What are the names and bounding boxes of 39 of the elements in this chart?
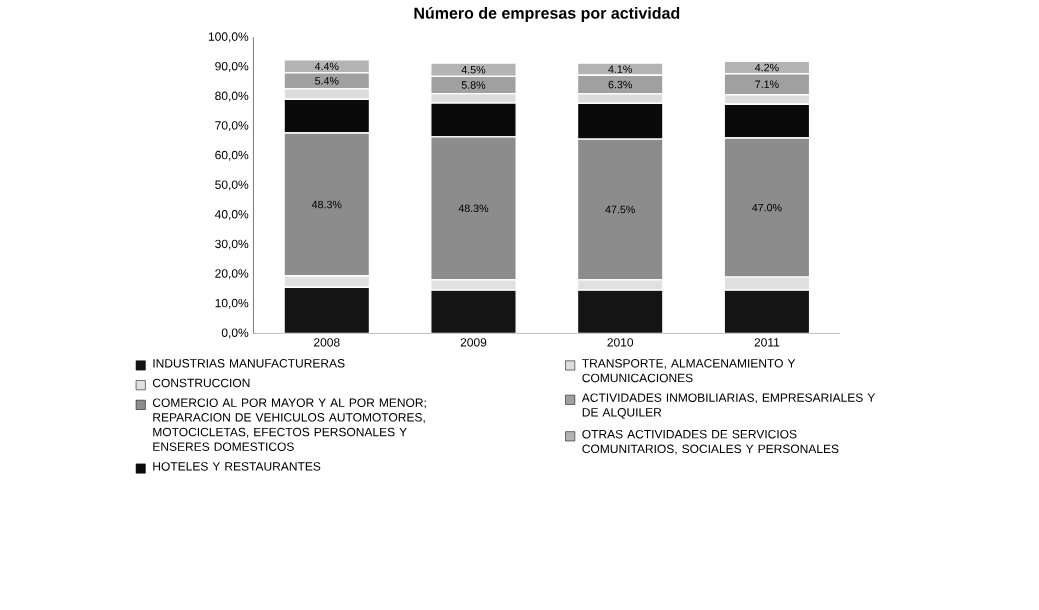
legend-label: OTRAS ACTIVIDADES DE SERVICIOS COMUNITARIOS, SOCIALES Y PERSONALES: [582, 430, 839, 455]
legend-label: TRANSPORTE, ALMACENAMIENTO Y COMUNICACIONES: [582, 359, 796, 383]
data-label: 48.3%: [311, 200, 342, 209]
x-tick-label: 2010: [607, 338, 634, 347]
x-tick-label: 2009: [460, 338, 487, 347]
data-label: 5.8%: [461, 81, 486, 90]
x-tick-label: 2011: [754, 338, 780, 347]
legend-label: INDUSTRIAS MANUFACTURERAS: [153, 359, 345, 368]
y-tick-label: 100,0%: [208, 32, 249, 43]
legend-label: ACTIVIDADES INMOBILIARIAS, EMPRESARIALES Y DE ALQUILER: [581, 393, 876, 419]
data-label: 7.1%: [755, 80, 779, 89]
data-label: 4.5%: [461, 66, 486, 74]
data-label: 47.5%: [605, 205, 635, 214]
y-tick-label: 50,0%: [215, 180, 249, 191]
y-tick-label: 60,0%: [215, 151, 249, 161]
y-tick-label: 10,0%: [215, 299, 249, 309]
legend-label: HOTELES Y RESTAURANTES: [153, 462, 321, 471]
data-label: 4.2%: [755, 64, 779, 72]
data-label: 4.4%: [314, 62, 339, 71]
data-label: 6.3%: [608, 81, 632, 89]
data-label: 48.3%: [458, 204, 489, 213]
bar: [576, 289, 664, 334]
data-label: 5.4%: [315, 77, 339, 85]
legend-label: COMERCIO AL POR MAYOR Y AL POR MENOR; REPARACION DE VEHICULOS AUTOMOTORES, MOTOCICLETAS, EFECTOS PERSONALES Y ENSERES DOMESTICOS: [152, 398, 426, 452]
y-tick-label: 0,0%: [221, 328, 249, 339]
bar: [723, 289, 811, 334]
data-label: 4.1%: [608, 65, 632, 74]
y-tick-label: 90,0%: [215, 62, 249, 73]
y-tick-label: 70,0%: [215, 121, 249, 132]
y-tick-label: 20,0%: [215, 269, 249, 280]
y-tick-label: 40,0%: [214, 210, 249, 221]
y-tick-label: 80,0%: [215, 91, 249, 102]
y-tick-label: 30,0%: [215, 239, 249, 250]
bar: [283, 286, 371, 334]
legend-label: CONSTRUCCION: [152, 378, 250, 388]
chart-title: Número de empresas por actividad: [414, 7, 680, 23]
bar: [430, 289, 517, 334]
data-label: 47.0%: [752, 204, 782, 212]
x-tick-label: 2008: [314, 338, 340, 347]
